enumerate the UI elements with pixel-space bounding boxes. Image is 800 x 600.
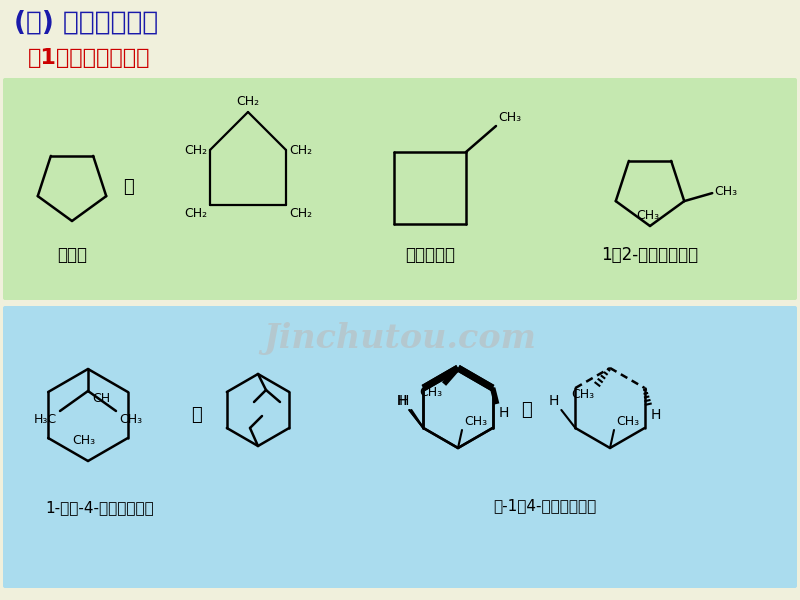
Text: 即: 即 <box>122 178 134 196</box>
FancyBboxPatch shape <box>3 306 797 588</box>
Text: CH: CH <box>92 392 110 405</box>
Text: CH₂: CH₂ <box>237 95 259 108</box>
Text: 反-1，4-二甲基环己烷: 反-1，4-二甲基环己烷 <box>494 498 597 513</box>
Text: Jinchutou.com: Jinchutou.com <box>263 322 537 355</box>
Text: H₃C: H₃C <box>34 413 57 426</box>
Text: 即: 即 <box>190 406 202 424</box>
Text: 1-甲基-4-异丙基环己烷: 1-甲基-4-异丙基环己烷 <box>46 500 154 515</box>
Text: 甲基环丁烷: 甲基环丁烷 <box>405 246 455 264</box>
FancyBboxPatch shape <box>3 78 797 300</box>
Text: CH₂: CH₂ <box>184 143 207 157</box>
Text: CH₃: CH₃ <box>714 185 738 197</box>
Text: 1，2-二甲基环戊烷: 1，2-二甲基环戊烷 <box>602 246 698 264</box>
Text: 环戊烷: 环戊烷 <box>57 246 87 264</box>
Text: CH₃: CH₃ <box>571 388 594 401</box>
Text: H: H <box>399 394 410 408</box>
Text: 即: 即 <box>521 401 531 419</box>
Text: CH₂: CH₂ <box>184 207 207 220</box>
Text: CH₃: CH₃ <box>616 415 639 428</box>
Text: （1）环烷烃的命名: （1）环烷烃的命名 <box>28 48 150 68</box>
Text: H: H <box>498 406 509 420</box>
Text: CH₂: CH₂ <box>289 143 312 157</box>
Text: H: H <box>650 408 661 422</box>
Text: H: H <box>397 394 407 408</box>
Text: CH₃: CH₃ <box>73 434 95 447</box>
Text: H: H <box>397 394 407 408</box>
Text: CH₃: CH₃ <box>464 415 487 428</box>
Text: CH₃: CH₃ <box>119 413 142 426</box>
Text: (二) 脂环烃的命名: (二) 脂环烃的命名 <box>14 10 158 36</box>
Text: H: H <box>549 394 559 408</box>
Text: CH₂: CH₂ <box>289 207 312 220</box>
Text: CH₃: CH₃ <box>637 209 659 222</box>
Text: CH₃: CH₃ <box>498 111 521 124</box>
Text: CH₃: CH₃ <box>419 386 442 399</box>
